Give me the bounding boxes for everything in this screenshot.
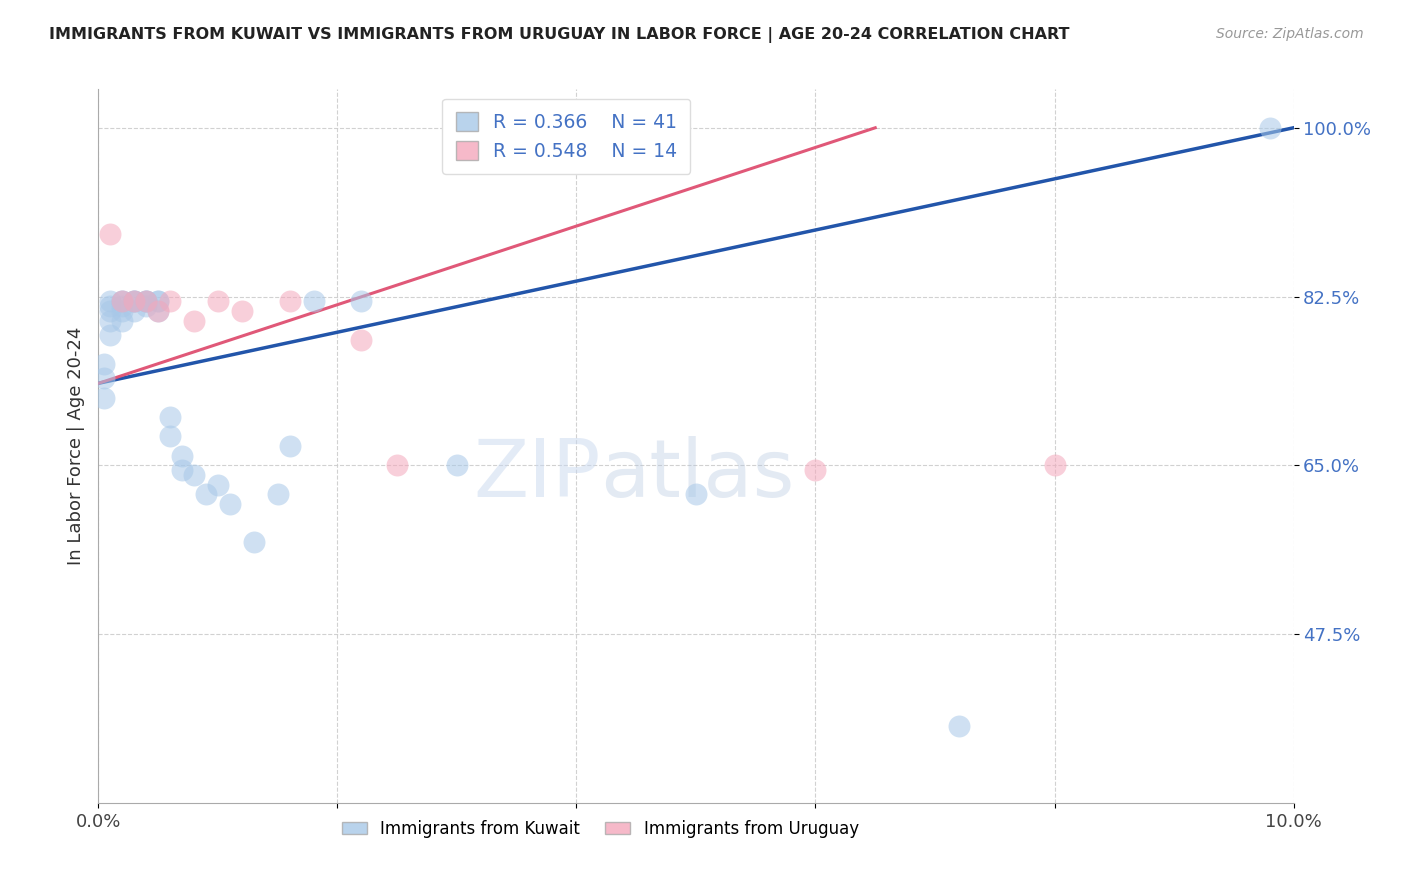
Point [111,304,134,318]
Point [267,487,290,501]
Point [385,458,409,473]
Point [93,371,115,385]
Point [148,294,170,309]
Point [1258,120,1281,135]
Point [135,294,157,309]
Text: Source: ZipAtlas.com: Source: ZipAtlas.com [1216,27,1364,41]
Point [1043,458,1066,473]
Point [148,304,170,318]
Point [93,357,115,371]
Text: IMMIGRANTS FROM KUWAIT VS IMMIGRANTS FROM URUGUAY IN LABOR FORCE | AGE 20-24 COR: IMMIGRANTS FROM KUWAIT VS IMMIGRANTS FRO… [49,27,1070,43]
Point [804,463,827,477]
Point [111,299,134,313]
Point [159,294,181,309]
Point [159,410,181,425]
Point [111,294,134,309]
Point [111,294,134,309]
Point [172,449,194,463]
Point [446,458,468,473]
Point [278,294,301,309]
Point [124,294,146,309]
Point [219,497,242,511]
Point [135,294,157,309]
Point [159,429,181,443]
Point [195,487,218,501]
Point [124,294,146,309]
Text: atlas: atlas [600,435,794,514]
Point [350,333,373,347]
Point [243,535,266,549]
Point [111,313,134,327]
Point [98,299,122,313]
Point [98,328,122,343]
Point [98,294,122,309]
Point [183,313,205,327]
Point [172,463,194,477]
Point [183,467,205,482]
Point [124,294,146,309]
Y-axis label: In Labor Force | Age 20-24: In Labor Force | Age 20-24 [66,326,84,566]
Point [111,294,134,309]
Text: ZIP: ZIP [472,435,600,514]
Point [302,294,325,309]
Point [124,304,146,318]
Point [148,304,170,318]
Point [148,294,170,309]
Point [231,304,253,318]
Point [98,313,122,327]
Point [135,299,157,313]
Legend: Immigrants from Kuwait, Immigrants from Uruguay: Immigrants from Kuwait, Immigrants from … [336,814,865,845]
Point [98,304,122,318]
Point [207,294,229,309]
Point [98,227,122,241]
Point [124,294,146,309]
Point [135,294,157,309]
Point [685,487,707,501]
Point [948,719,970,733]
Point [207,477,229,491]
Point [350,294,373,309]
Point [135,294,157,309]
Point [93,391,115,405]
Point [278,439,301,453]
